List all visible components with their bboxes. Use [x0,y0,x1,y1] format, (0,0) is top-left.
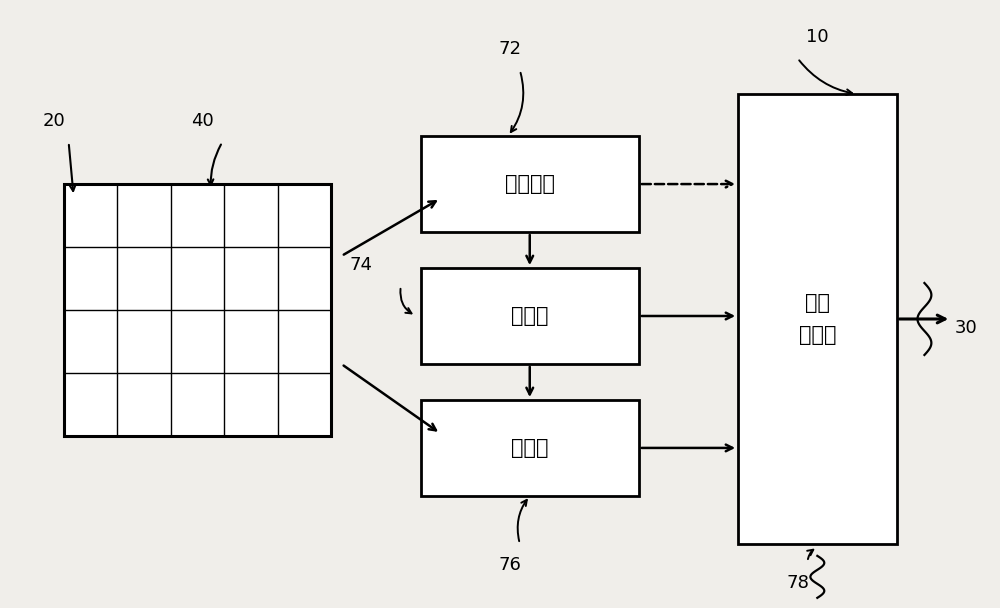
Text: 76: 76 [498,556,521,574]
Text: 40: 40 [191,112,214,130]
Text: 72: 72 [498,40,521,58]
Bar [421,268,639,364]
Text: 78: 78 [786,574,809,592]
Text: 合并器: 合并器 [511,306,548,326]
Text: 30: 30 [955,319,977,337]
Text: 位流
产生器: 位流 产生器 [799,292,836,345]
Text: 10: 10 [806,28,829,46]
Text: 74: 74 [350,256,373,274]
Bar [421,400,639,496]
Text: 编码器: 编码器 [511,438,548,458]
Text: 20: 20 [42,112,65,130]
Text: 子分割器: 子分割器 [505,174,555,194]
Bar [738,94,897,544]
Bar [64,184,331,436]
Bar [421,136,639,232]
